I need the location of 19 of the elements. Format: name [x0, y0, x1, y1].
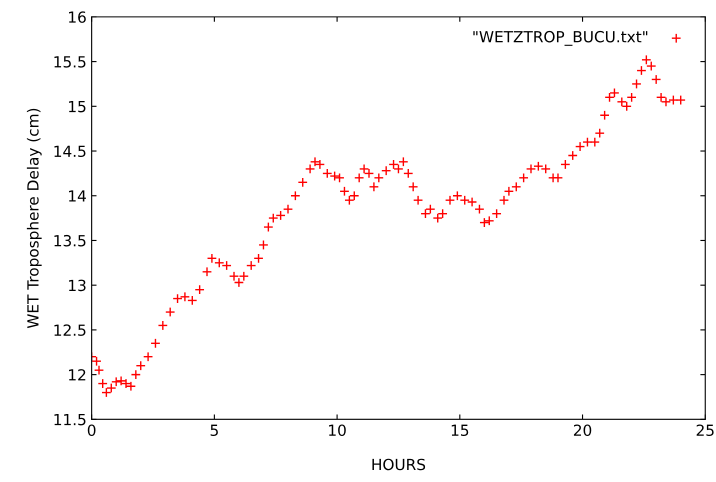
y-tick-label: 13.5: [54, 234, 86, 246]
y-tick-label: 11.5: [54, 414, 86, 426]
x-tick-label: 20: [574, 424, 592, 436]
y-tick-label: 15: [69, 100, 86, 112]
y-tick-label: 13: [69, 280, 86, 292]
y-axis-title: WET Troposphere Delay (cm): [26, 108, 42, 328]
x-tick-label: 0: [88, 424, 96, 436]
legend-label: "WETZTROP_BUCU.txt": [473, 30, 648, 46]
x-tick-label: 10: [329, 424, 346, 436]
x-tick-label: 15: [452, 424, 468, 436]
x-tick-label: 25: [696, 424, 714, 436]
y-tick-label: 14: [69, 190, 86, 202]
x-axis-title: HOURS: [372, 458, 426, 470]
y-tick-label: 15.5: [54, 56, 86, 68]
y-tick-label: 12: [69, 369, 86, 380]
y-tick-label: 14.5: [54, 146, 86, 158]
x-tick-label: 5: [210, 424, 218, 436]
y-tick-label: 12.5: [54, 324, 86, 336]
y-tick-label: 16: [69, 11, 86, 23]
